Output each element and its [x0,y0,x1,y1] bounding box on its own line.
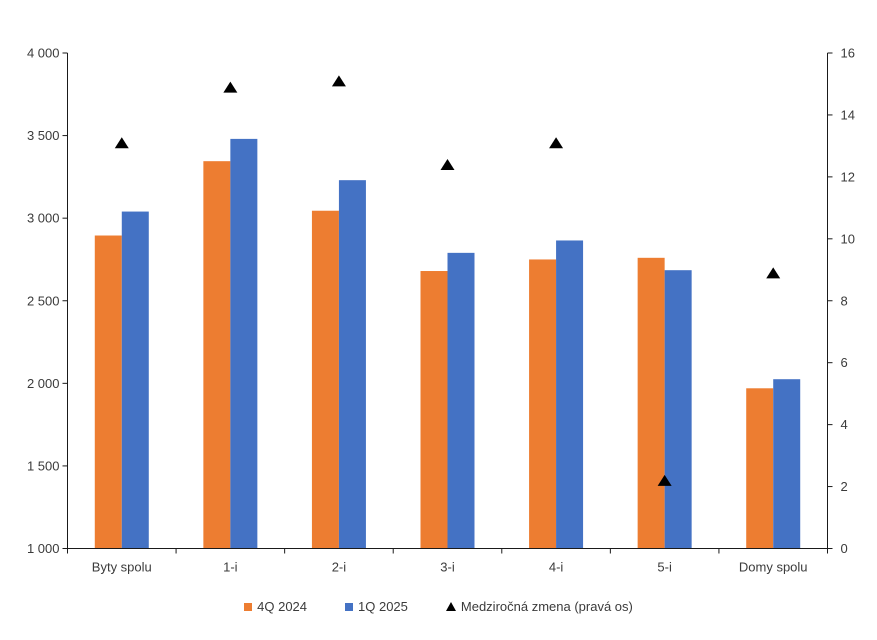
left-axis-label: 2 000 [27,376,60,391]
x-axis-category-label: Byty spolu [92,560,152,575]
x-axis-category-label: 5-i [657,560,672,575]
bar-1q-2025-1-i [230,138,258,549]
right-axis-label: 14 [841,107,855,122]
bar-1q-2025-5-i [664,270,692,549]
legend-swatch-1q-2025 [345,602,354,611]
legend-swatch-4q-2024 [244,602,253,611]
right-axis-label: 8 [841,293,848,308]
bar-4q-2024-5-i [637,257,665,549]
x-axis-category-label: 3-i [440,560,455,575]
right-axis-label: 0 [841,541,848,556]
left-axis-label: 2 500 [27,293,60,308]
bar-1q-2025-3-i [447,252,475,549]
marker-medziro-n-zmena-prav-os-2-i [331,75,346,87]
right-axis-label: 6 [841,355,848,370]
bar-4q-2024-3-i [420,271,448,549]
bar-4q-2024-1-i [203,161,231,549]
legend-item-4q-2024: 4Q 2024 [244,599,307,614]
left-axis-label: 1 500 [27,458,60,473]
x-axis-category-label: 1-i [223,560,238,575]
legend-item-medzirocna-zmena: Medziročná zmena (pravá os) [445,599,633,614]
marker-medziro-n-zmena-prav-os-4-i [549,137,564,149]
marker-medziro-n-zmena-prav-os-1-i [223,81,238,93]
marker-medziro-n-zmena-prav-os-byty-spolu [114,137,129,149]
legend-label-medzirocna-zmena: Medziročná zmena (pravá os) [460,599,633,614]
left-axis-label: 4 000 [27,46,60,61]
marker-medziro-n-zmena-prav-os-5-i [657,474,672,486]
x-axis-category-label: 2-i [332,560,347,575]
bar-4q-2024-2-i [311,210,339,549]
legend: 4Q 2024 1Q 2025 Medziročná zmena (pravá … [0,599,877,614]
bar-1q-2025-byty-spolu [121,211,149,549]
bar-1q-2025-domy-spolu [773,379,801,549]
right-axis-label: 10 [841,231,855,246]
legend-label-4q-2024: 4Q 2024 [257,599,308,614]
bar-1q-2025-4-i [556,240,584,549]
bar-4q-2024-byty-spolu [94,235,122,549]
bar-4q-2024-4-i [529,259,557,549]
left-axis-label: 3 000 [27,211,60,226]
marker-medziro-n-zmena-prav-os-3-i [440,158,455,170]
bar-1q-2025-2-i [338,180,366,549]
right-axis-label: 4 [841,417,848,432]
triangle-icon [445,602,456,611]
x-axis-category-label: Domy spolu [739,560,808,575]
left-axis-label: 1 000 [27,541,60,556]
bar-4q-2024-domy-spolu [746,388,774,549]
legend-label-1q-2025: 1Q 2025 [358,599,408,614]
right-axis-label: 12 [841,169,855,184]
x-axis-category-label: 4-i [549,560,564,575]
left-axis-label: 3 500 [27,128,60,143]
right-axis-label: 2 [841,479,848,494]
legend-item-1q-2025: 1Q 2025 [345,599,408,614]
right-axis-label: 16 [841,46,855,61]
marker-medziro-n-zmena-prav-os-domy-spolu [766,267,781,279]
